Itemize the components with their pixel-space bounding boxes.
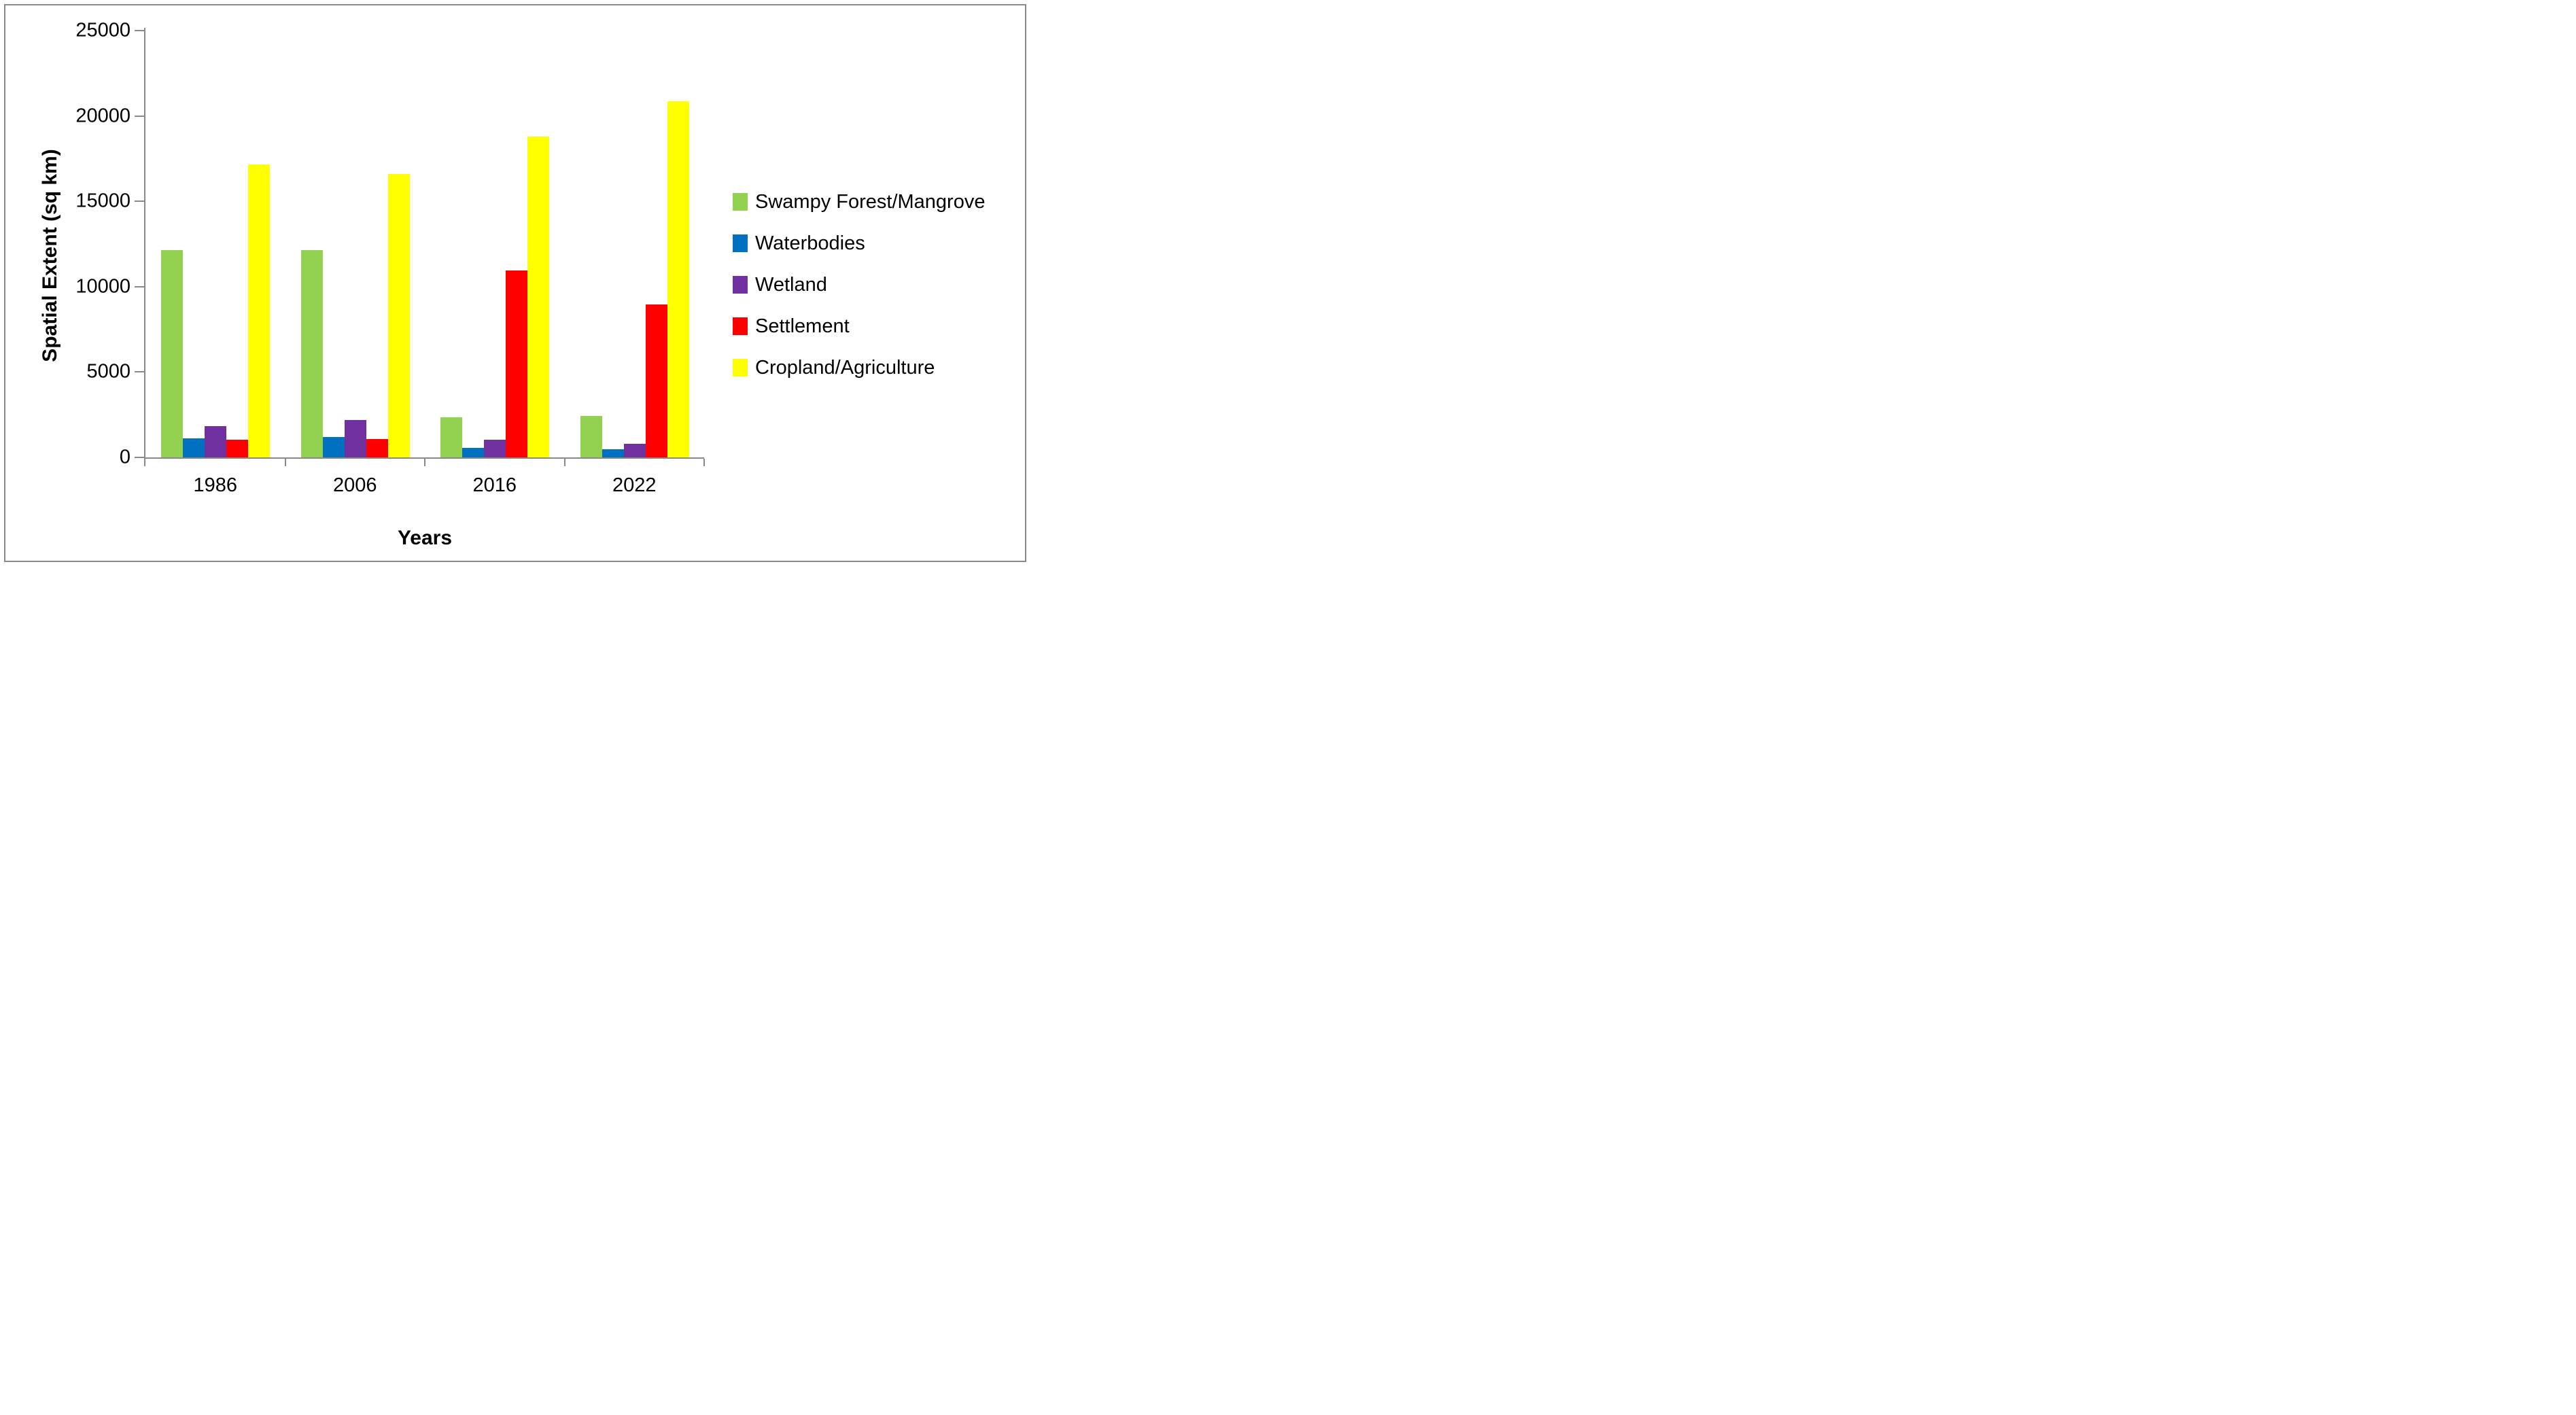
legend-swatch-icon [733,276,748,294]
legend-label: Cropland/Agriculture [755,356,935,379]
x-category-label: 2016 [472,474,517,496]
legend-label: Waterbodies [755,232,865,254]
bar-waterbodies-2022 [602,449,624,457]
x-axis-title: Years [397,527,453,549]
legend-item: Waterbodies [733,231,985,256]
bar-waterbodies-2016 [462,447,484,457]
y-tick-label: 25000 [75,19,130,41]
bar-cropland-agriculture-1986 [248,164,270,457]
y-tick-mark [135,285,144,287]
x-tick-mark [144,459,145,466]
x-tick-mark [284,459,286,466]
bar-settlement-1986 [226,440,248,457]
bar-cropland-agriculture-2022 [667,101,689,457]
bar-settlement-2022 [645,304,667,457]
bar-swampy-forest-mangrove-2016 [440,417,462,457]
plot-area: 0 5000 10000 15000 20000 25000 1986 2006 2016 202… [75,20,705,496]
x-tick-mark [424,459,425,466]
legend-item: Swampy Forest/Mangrove [733,190,985,214]
legend-swatch-icon [733,193,748,211]
bar-cropland-agriculture-2016 [527,137,549,457]
bar-cropland-agriculture-2006 [387,173,410,457]
legend-item: Cropland/Agriculture [733,355,985,380]
y-tick-mark [135,30,144,31]
x-category-label: 2022 [612,474,657,496]
y-tick-label: 0 [119,446,130,468]
legend-swatch-icon [733,234,748,252]
legend-label: Settlement [755,315,850,337]
y-tick-mark [135,200,144,203]
x-category-label: 2006 [332,474,377,496]
bar-swampy-forest-mangrove-2022 [580,415,602,457]
bar-settlement-2016 [506,270,527,457]
legend-label: Swampy Forest/Mangrove [755,190,986,213]
bar-settlement-2006 [366,438,388,457]
bar-waterbodies-1986 [183,438,205,457]
bar-swampy-forest-mangrove-1986 [161,249,183,457]
legend-item: Wetland [733,273,985,297]
bar-wetland-1986 [205,426,226,457]
y-tick-label: 10000 [75,275,130,298]
bar-wetland-2022 [623,443,646,457]
y-tick-label: 15000 [75,190,130,212]
bar-wetland-2016 [484,439,506,457]
bar-wetland-2006 [344,420,366,457]
bar-waterbodies-2006 [322,436,345,457]
y-axis-title: Spatial Extent (sq km) [39,149,61,362]
y-tick-label: 5000 [86,360,130,383]
y-axis-line [144,28,145,466]
y-tick-mark [135,457,144,458]
x-tick-mark [703,459,705,466]
legend-swatch-icon [733,359,748,377]
legend-swatch-icon [733,317,748,335]
x-tick-mark [563,459,565,466]
chart-canvas: Spatial Extent (sq km) 0 5000 10000 15000 20… [0,0,1030,566]
x-axis-line [144,457,704,459]
x-category-label: 1986 [193,474,238,496]
bar-swampy-forest-mangrove-2006 [300,249,323,457]
y-tick-mark [135,115,144,117]
legend: Swampy Forest/Mangrove Waterbodies Wetland… [733,190,985,397]
legend-item: Settlement [733,314,985,338]
y-tick-mark [135,371,144,373]
legend-label: Wetland [755,273,827,296]
y-tick-label: 20000 [75,105,130,127]
